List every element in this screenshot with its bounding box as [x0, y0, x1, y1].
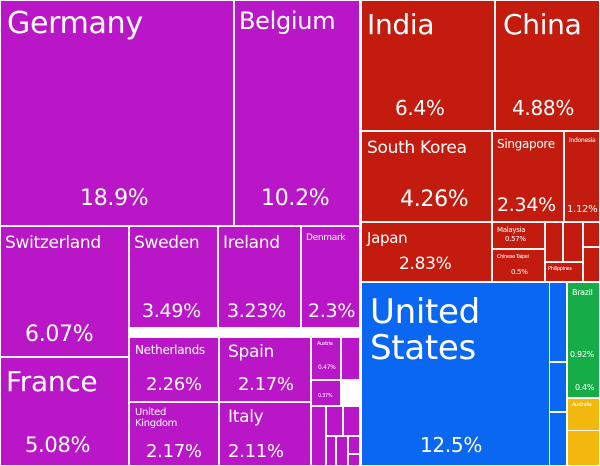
- tile-malaysia: Malaysia 0.57%: [492, 222, 545, 249]
- tile-label-netherlands: Netherlands: [135, 343, 205, 357]
- tile-value-austria: 0.47%: [318, 364, 336, 371]
- tile-label-australia: Australia: [572, 402, 592, 408]
- region-separator: [359, 0, 362, 466]
- tile-label-philippines: Philippines: [548, 266, 572, 272]
- tile-value-spain: 2.17%: [238, 374, 294, 395]
- tile-label-united-kingdom: United Kingdom: [135, 407, 178, 429]
- tile-value-south-america-other: 0.4%: [575, 383, 595, 392]
- tile-small-europe: 0.37%: [311, 380, 341, 406]
- minor-tile: [343, 406, 360, 436]
- tile-value-netherlands: 2.26%: [146, 374, 202, 395]
- minor-tile: [326, 436, 336, 466]
- tile-switzerland: Switzerland 6.07%: [0, 226, 129, 357]
- tile-value-indonesia: 1.12%: [567, 204, 598, 215]
- tile-value-denmark: 2.3%: [308, 300, 356, 322]
- tile-label-spain: Spain: [228, 342, 274, 362]
- tile-label-france: France: [6, 365, 98, 398]
- tile-label-chinese-taipei: Chinese Taipei: [497, 254, 529, 260]
- minor-tile: [549, 412, 567, 466]
- tile-united-states: United States 12.5%: [361, 282, 567, 466]
- tile-chinese-taipei: Chinese Taipei 0.5%: [492, 249, 545, 282]
- tile-label-austria: Austria: [317, 341, 333, 347]
- minor-tile: [549, 362, 567, 412]
- tile-label-united-states: United States: [370, 292, 480, 368]
- tile-value-united-states: 12.5%: [420, 433, 483, 457]
- tile-value-small-europe: 0.37%: [318, 393, 333, 399]
- tile-value-belgium: 10.2%: [261, 186, 330, 211]
- minor-tile: [311, 406, 326, 466]
- region-separator: [360, 281, 600, 283]
- tile-value-india: 6.4%: [395, 96, 445, 120]
- region-separator: [566, 282, 568, 466]
- tile-label-china: China: [503, 8, 582, 41]
- tile-label-switzerland: Switzerland: [5, 233, 101, 253]
- tile-spain: Spain 2.17%: [219, 337, 311, 402]
- tile-south-korea: South Korea 4.26%: [361, 131, 492, 222]
- tile-label-indonesia: Indonesia: [569, 137, 596, 144]
- tile-germany: Germany 18.9%: [0, 0, 234, 226]
- tile-ireland: Ireland 3.23%: [218, 226, 301, 328]
- tile-label-singapore: Singapore: [497, 137, 555, 151]
- tile-label-japan: Japan: [367, 229, 408, 247]
- tile-brazil: Brazil 0.92%: [567, 282, 600, 398]
- tile-value-south-korea: 4.26%: [400, 187, 469, 212]
- tile-value-switzerland: 6.07%: [25, 322, 94, 347]
- tile-india: India 6.4%: [361, 0, 495, 131]
- tile-value-malaysia: 0.57%: [505, 235, 526, 243]
- tile-value-italy: 2.11%: [228, 441, 284, 462]
- tile-denmark: Denmark 2.3%: [301, 226, 360, 328]
- minor-tile: [563, 222, 583, 262]
- tile-value-ireland: 3.23%: [227, 300, 286, 322]
- tile-indonesia: Indonesia 1.12%: [564, 131, 600, 222]
- tile-value-germany: 18.9%: [80, 186, 149, 211]
- tile-value-chinese-taipei: 0.5%: [511, 268, 528, 276]
- tile-japan: Japan 2.83%: [361, 222, 492, 282]
- tile-value-japan: 2.83%: [399, 254, 452, 274]
- tile-sweden: Sweden 3.49%: [129, 226, 218, 328]
- tile-value-france: 5.08%: [25, 433, 91, 457]
- minor-tile: [583, 222, 600, 247]
- tile-italy: Italy 2.11%: [219, 402, 311, 466]
- tile-austria: Austria 0.47%: [311, 337, 341, 380]
- tile-value-singapore: 2.34%: [497, 194, 556, 216]
- tile-label-brazil: Brazil: [572, 288, 593, 297]
- tile-value-brazil: 0.92%: [570, 350, 594, 359]
- tile-label-ireland: Ireland: [223, 233, 280, 253]
- minor-tile: [336, 436, 348, 466]
- minor-tile: [545, 222, 563, 262]
- tile-label-italy: Italy: [228, 407, 264, 427]
- tile-label-south-korea: South Korea: [367, 138, 467, 158]
- tile-value-china: 4.88%: [512, 96, 575, 120]
- tile-philippines: Philippines: [545, 262, 583, 282]
- tile-label-germany: Germany: [7, 6, 143, 41]
- tile-china: China 4.88%: [495, 0, 600, 131]
- tile-netherlands: Netherlands 2.26%: [129, 337, 219, 402]
- tile-france: France 5.08%: [0, 357, 129, 466]
- tile-belgium: Belgium 10.2%: [234, 0, 360, 226]
- tile-label-denmark: Denmark: [306, 233, 346, 243]
- tile-value-united-kingdom: 2.17%: [146, 441, 202, 462]
- tile-value-sweden: 3.49%: [142, 300, 201, 322]
- tile-label-malaysia: Malaysia: [497, 226, 526, 234]
- minor-tile: [567, 430, 600, 466]
- tile-label-belgium: Belgium: [239, 7, 336, 35]
- minor-tile: [549, 282, 567, 362]
- tile-label-india: India: [367, 8, 435, 41]
- minor-tile: [583, 247, 600, 282]
- minor-tile: [326, 406, 343, 436]
- tile-united-kingdom: United Kingdom 2.17%: [129, 402, 219, 466]
- minor-tile: [341, 337, 360, 380]
- tile-label-sweden: Sweden: [134, 233, 200, 253]
- tile-singapore: Singapore 2.34%: [492, 131, 564, 222]
